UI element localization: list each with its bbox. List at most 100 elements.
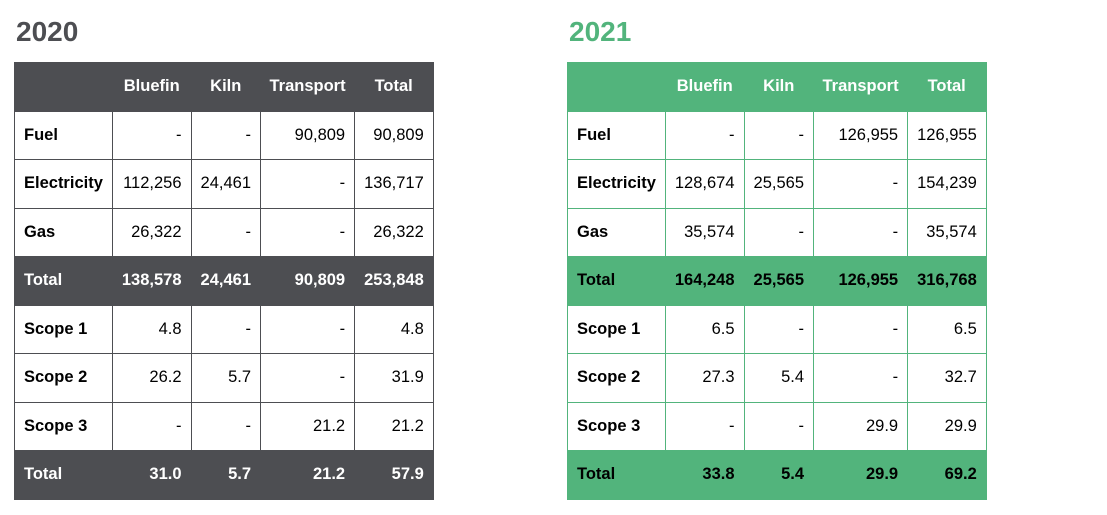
total-row: Total 31.0 5.7 21.2 57.9 (14, 450, 434, 500)
row-label: Total (14, 450, 113, 500)
table-cell: 126,955 (812, 110, 909, 160)
row-label: Total (14, 256, 113, 306)
table-cell: - (812, 353, 909, 403)
table-cell: 26.2 (111, 353, 192, 403)
row-label: Scope 2 (567, 353, 666, 403)
row-label: Fuel (14, 110, 113, 160)
table-cell: 136,717 (354, 159, 434, 209)
table-cell: - (259, 353, 356, 403)
table-row: Fuel - - 90,809 90,809 (14, 110, 434, 160)
table-cell: - (190, 110, 262, 160)
table-cell: 126,955 (812, 256, 909, 306)
table-cell: 138,578 (111, 256, 192, 306)
table-cell: - (743, 304, 815, 354)
row-label: Scope 3 (14, 401, 113, 451)
table-cell: 126,955 (907, 110, 987, 160)
table-cell: 24,461 (190, 256, 262, 306)
table-cell: - (190, 401, 262, 451)
table-cell: 90,809 (354, 110, 434, 160)
row-label: Scope 3 (567, 401, 666, 451)
table-cell: 164,248 (664, 256, 745, 306)
table-cell: - (259, 304, 356, 354)
table-cell: 32.7 (907, 353, 987, 403)
table-cell: 31.0 (111, 450, 192, 500)
table-cell: - (812, 304, 909, 354)
table-cell: - (812, 207, 909, 257)
emissions-table: Bluefin Kiln Transport Total Fuel - - 12… (567, 62, 987, 500)
table-cell: 25,565 (743, 256, 815, 306)
table-cell: 4.8 (354, 304, 434, 354)
table-cell: 253,848 (354, 256, 434, 306)
row-label: Scope 2 (14, 353, 113, 403)
emissions-table: Bluefin Kiln Transport Total Fuel - - 90… (14, 62, 434, 500)
table-cell: 57.9 (354, 450, 434, 500)
table-row: Scope 1 4.8 - - 4.8 (14, 304, 434, 354)
table-cell: 90,809 (259, 110, 356, 160)
table-cell: 5.7 (190, 450, 262, 500)
header-cell: Transport (813, 62, 908, 111)
header-cell: Bluefin (112, 62, 192, 111)
row-label: Total (567, 256, 666, 306)
table-cell: 29.9 (812, 450, 909, 500)
table-cell: 6.5 (664, 304, 745, 354)
table-cell: 29.9 (812, 401, 909, 451)
table-cell: - (664, 401, 745, 451)
table-cell: 35,574 (664, 207, 745, 257)
table-cell: - (743, 207, 815, 257)
table-cell: 128,674 (664, 159, 745, 209)
row-label: Electricity (567, 159, 666, 209)
year-title: 2021 (569, 16, 632, 47)
table-row: Scope 1 6.5 - - 6.5 (567, 304, 987, 354)
row-label: Scope 1 (567, 304, 666, 354)
table-cell: 112,256 (111, 159, 192, 209)
table-cell: - (664, 110, 745, 160)
header-cell: Transport (260, 62, 355, 111)
table-row: Fuel - - 126,955 126,955 (567, 110, 987, 160)
table-cell: 27.3 (664, 353, 745, 403)
table-cell: 25,565 (743, 159, 815, 209)
row-label: Electricity (14, 159, 113, 209)
table-cell: - (190, 304, 262, 354)
header-cell: Kiln (744, 62, 814, 111)
header-row: Bluefin Kiln Transport Total (567, 62, 987, 111)
table-cell: 29.9 (907, 401, 987, 451)
table-cell: 6.5 (907, 304, 987, 354)
table-cell: 21.2 (259, 401, 356, 451)
table-cell: 69.2 (907, 450, 987, 500)
table-row: Scope 3 - - 21.2 21.2 (14, 401, 434, 451)
header-cell (567, 62, 666, 111)
header-row: Bluefin Kiln Transport Total (14, 62, 434, 111)
table-cell: - (812, 159, 909, 209)
table-row: Scope 3 - - 29.9 29.9 (567, 401, 987, 451)
table-row: Scope 2 27.3 5.4 - 32.7 (567, 353, 987, 403)
table-cell: 26,322 (111, 207, 192, 257)
table-cell: 33.8 (664, 450, 745, 500)
table-row: Scope 2 26.2 5.7 - 31.9 (14, 353, 434, 403)
table-cell: 5.7 (190, 353, 262, 403)
table-cell: 21.2 (259, 450, 356, 500)
row-label: Gas (567, 207, 666, 257)
row-label: Total (567, 450, 666, 500)
row-label: Scope 1 (14, 304, 113, 354)
table-cell: 31.9 (354, 353, 434, 403)
table-row: Electricity 128,674 25,565 - 154,239 (567, 159, 987, 209)
table-cell: 5.4 (743, 450, 815, 500)
table-cell: 316,768 (907, 256, 987, 306)
table-cell: 21.2 (354, 401, 434, 451)
table-cell: - (259, 207, 356, 257)
table-cell: - (743, 110, 815, 160)
table-cell: 154,239 (907, 159, 987, 209)
header-cell: Total (354, 62, 434, 111)
table-row: Gas 35,574 - - 35,574 (567, 207, 987, 257)
table-cell: - (259, 159, 356, 209)
table-cell: 4.8 (111, 304, 192, 354)
total-row: Total 164,248 25,565 126,955 316,768 (567, 256, 987, 306)
total-row: Total 33.8 5.4 29.9 69.2 (567, 450, 987, 500)
table-row: Electricity 112,256 24,461 - 136,717 (14, 159, 434, 209)
row-label: Gas (14, 207, 113, 257)
header-cell: Bluefin (665, 62, 745, 111)
table-cell: - (190, 207, 262, 257)
total-row: Total 138,578 24,461 90,809 253,848 (14, 256, 434, 306)
table-cell: 5.4 (743, 353, 815, 403)
row-label: Fuel (567, 110, 666, 160)
